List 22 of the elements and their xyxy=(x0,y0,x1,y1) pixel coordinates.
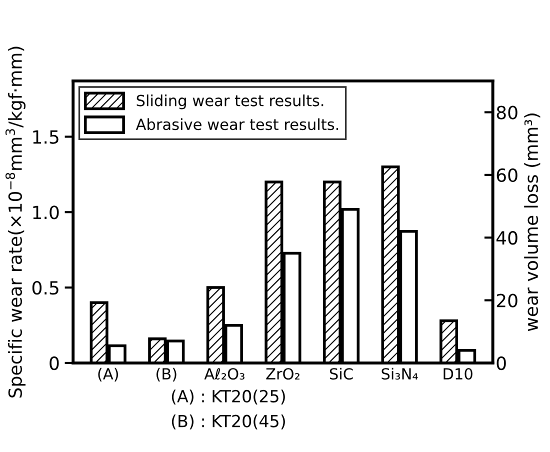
y2-tick-label: 80 xyxy=(496,106,518,120)
text: (A) : KT20(25) xyxy=(172,390,285,404)
x-tick-label: (A) xyxy=(98,368,118,382)
legend-label: Sliding wear test results. xyxy=(136,94,324,110)
y2-axis-title: wear volume loss (mm³) xyxy=(524,114,540,332)
legend-label: Abrasive wear test results. xyxy=(136,118,338,130)
text: (B) : KT20(45) xyxy=(172,414,285,430)
y2-tick-label: 20 xyxy=(496,294,518,308)
y-axis-title: Specific wear rate(×10$^{−8}$mm$^{3}$/kgf·mm) xyxy=(5,46,26,398)
x-tick-label: D10 xyxy=(444,368,472,380)
y2-tick-label: 0 xyxy=(496,356,506,370)
x-tick-label: Si₃N₄ xyxy=(382,368,418,380)
x-tick-label: SiC xyxy=(330,368,353,380)
y2-tick-label: 40 xyxy=(496,231,518,245)
x-tick-label: (B) xyxy=(156,368,176,382)
y-tick-label: 1.5 xyxy=(33,130,58,144)
y-tick-label: 1.0 xyxy=(33,206,59,220)
y2-tick-label: 60 xyxy=(496,168,518,182)
x-tick-label: Aℓ₂O₃ xyxy=(204,368,244,380)
y-tick-label: 0 xyxy=(50,356,59,370)
x-tick-label: ZrO₂ xyxy=(266,368,300,380)
y-tick-label: 0.5 xyxy=(32,281,58,295)
